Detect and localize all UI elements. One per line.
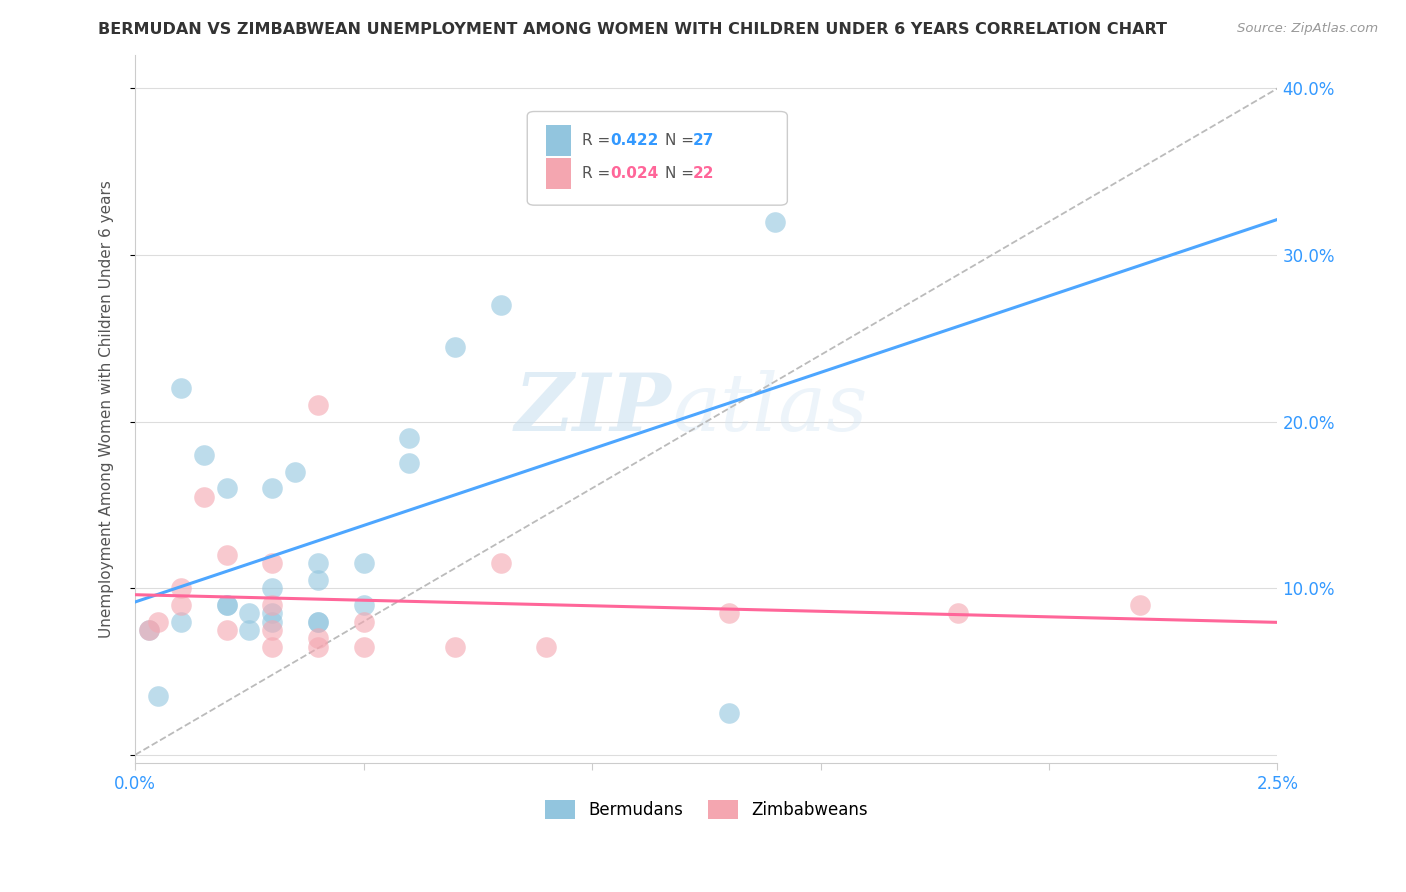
Point (215, 548, 238, 562)
Point (307, 615, 329, 629)
Point (262, 606, 284, 620)
Point (398, 431, 420, 445)
Point (170, 615, 193, 629)
Text: 27: 27 (693, 134, 714, 148)
Y-axis label: Unemployment Among Women with Children Under 6 years: Unemployment Among Women with Children U… (100, 180, 114, 638)
Point (146, 690, 169, 704)
Point (170, 598, 193, 612)
Text: 0.422: 0.422 (610, 134, 658, 148)
Point (262, 556, 284, 570)
Point (215, 598, 238, 612)
Point (444, 640, 467, 654)
Point (262, 598, 284, 612)
Point (146, 615, 169, 629)
Point (353, 556, 375, 570)
Point (1129, 598, 1152, 612)
Point (489, 556, 512, 570)
Point (238, 623, 260, 637)
Point (353, 598, 375, 612)
Text: BERMUDAN VS ZIMBABWEAN UNEMPLOYMENT AMONG WOMEN WITH CHILDREN UNDER 6 YEARS CORR: BERMUDAN VS ZIMBABWEAN UNEMPLOYMENT AMON… (98, 22, 1167, 37)
Point (262, 640, 284, 654)
Point (215, 623, 238, 637)
Point (170, 381, 193, 395)
Point (284, 465, 307, 479)
Point (763, 215, 786, 229)
Point (718, 706, 741, 720)
Text: N =: N = (665, 167, 699, 181)
Text: 22: 22 (693, 167, 714, 181)
Point (215, 481, 238, 495)
Text: Source: ZipAtlas.com: Source: ZipAtlas.com (1237, 22, 1378, 36)
Point (215, 598, 238, 612)
Point (262, 481, 284, 495)
Text: 0.024: 0.024 (610, 167, 658, 181)
Point (262, 623, 284, 637)
Point (307, 398, 329, 412)
Text: atlas: atlas (672, 370, 868, 448)
Point (262, 615, 284, 629)
Point (353, 615, 375, 629)
Point (353, 640, 375, 654)
Legend: Bermudans, Zimbabweans: Bermudans, Zimbabweans (538, 793, 875, 826)
Point (307, 573, 329, 587)
Point (238, 606, 260, 620)
Point (307, 556, 329, 570)
Point (307, 631, 329, 645)
Point (444, 340, 467, 354)
Point (536, 640, 558, 654)
Point (262, 581, 284, 595)
Text: R =: R = (582, 134, 616, 148)
Point (489, 298, 512, 312)
Point (307, 640, 329, 654)
Point (138, 623, 160, 637)
Text: R =: R = (582, 167, 616, 181)
Text: N =: N = (665, 134, 699, 148)
Point (718, 606, 741, 620)
Text: ZIP: ZIP (515, 370, 672, 448)
Point (307, 615, 329, 629)
Point (398, 456, 420, 470)
Point (193, 490, 215, 504)
Point (170, 581, 193, 595)
Point (946, 606, 969, 620)
Point (138, 623, 160, 637)
Point (193, 448, 215, 462)
